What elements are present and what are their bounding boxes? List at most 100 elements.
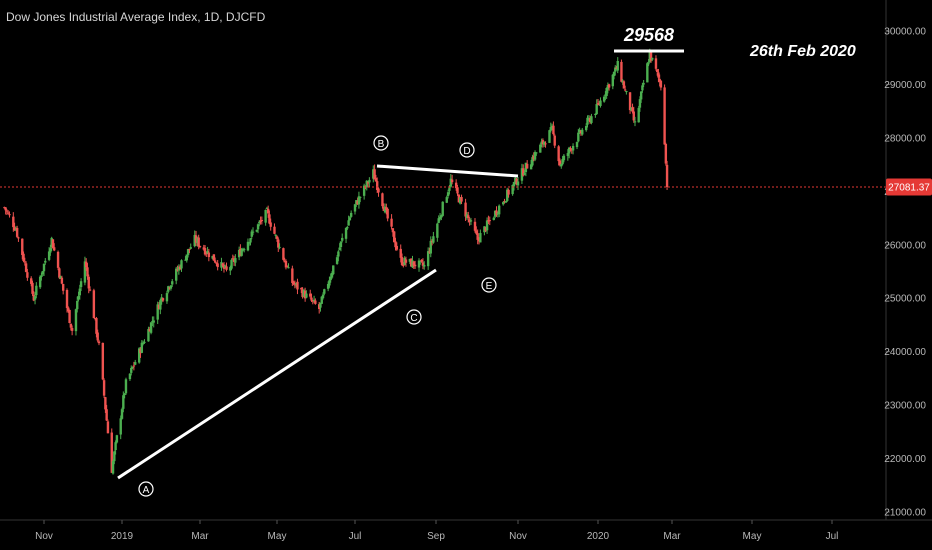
candle-body: [465, 214, 469, 219]
candle-body: [428, 251, 431, 253]
candle-body: [586, 117, 589, 125]
candle-body: [638, 99, 642, 108]
candle-body: [438, 217, 442, 220]
candle-body: [151, 321, 154, 323]
candle-body: [400, 257, 404, 266]
candle-body: [312, 299, 316, 301]
candle-body: [366, 182, 370, 184]
candle-body: [611, 74, 614, 87]
wave-label-e: E: [481, 277, 497, 293]
candle-body: [605, 87, 608, 97]
candle-body: [649, 51, 653, 61]
candle-body: [602, 96, 606, 102]
candle-body: [523, 173, 526, 175]
candle-body: [533, 151, 537, 160]
candle-body: [535, 152, 538, 154]
candle-body: [409, 258, 413, 267]
candle-body: [68, 309, 71, 323]
candle-body: [332, 265, 335, 275]
candle-body: [41, 271, 44, 275]
candle-body: [658, 78, 661, 82]
candle-body: [514, 177, 517, 184]
svg-text:E: E: [486, 281, 493, 292]
candle-body: [169, 285, 173, 289]
candle-body: [273, 226, 276, 234]
candle-body: [665, 164, 669, 187]
price-axis[interactable]: 21000.00 22000.00 23000.00 24000.00 25000.00…: [884, 27, 926, 519]
candle-body: [23, 261, 27, 263]
trendline-a-c: [117, 268, 437, 480]
candle-body: [502, 202, 505, 205]
candle-body: [391, 228, 395, 233]
candle-body: [321, 294, 325, 299]
candle-body: [659, 80, 663, 88]
candle-body: [283, 260, 286, 263]
candle-body: [411, 260, 414, 268]
candle-body: [77, 295, 80, 300]
candle-body: [105, 409, 108, 421]
candle-body: [198, 246, 202, 248]
time-axis[interactable]: Nov 2019 Mar May Jul Sep Nov 2020 Mar May Jul: [35, 520, 838, 542]
candle-body: [111, 461, 115, 474]
wave-label-b: B: [373, 135, 389, 151]
candle-body: [423, 264, 426, 267]
candle-body: [437, 218, 440, 223]
candle-body: [457, 194, 461, 203]
candle-body: [30, 278, 33, 284]
candle-body: [639, 91, 643, 100]
candle-body: [511, 184, 514, 195]
candle-body: [475, 230, 478, 234]
candle-body: [102, 380, 106, 396]
candle-body: [60, 277, 64, 284]
price-tick-label: 26000.00: [884, 240, 926, 251]
candle-body: [265, 208, 269, 210]
candle-body: [646, 63, 649, 83]
candle-body: [76, 300, 79, 310]
candle-body: [663, 87, 666, 145]
candle-body: [507, 189, 510, 195]
candle-body: [15, 227, 19, 237]
price-tick-label: 25000.00: [884, 294, 926, 305]
candle-body: [448, 187, 451, 191]
candle-body: [353, 204, 357, 212]
candle-body: [215, 262, 218, 264]
time-tick-label: Nov: [509, 531, 527, 542]
candle-body: [241, 248, 245, 251]
candle-body: [171, 281, 174, 285]
candle-body: [346, 226, 349, 229]
candle-body: [287, 267, 290, 269]
current-price-tag: 27081.37: [886, 178, 932, 196]
candle-body: [268, 214, 271, 224]
candle-body: [596, 103, 600, 105]
candle-body: [338, 247, 341, 250]
candle-body: [87, 276, 90, 289]
candle-body: [421, 262, 425, 266]
candle-body: [148, 329, 151, 332]
candle-body: [220, 262, 223, 268]
candle-body: [303, 290, 307, 299]
wave-label-d: D: [459, 142, 475, 158]
wave-label-c: C: [406, 309, 422, 325]
time-tick-label: May: [268, 531, 287, 542]
candle-body: [483, 226, 486, 233]
candle-body: [339, 241, 343, 247]
candle-body: [212, 254, 216, 261]
candle-body: [249, 238, 252, 243]
candle-body: [441, 201, 444, 216]
candle-body: [515, 178, 518, 185]
candle-body: [598, 103, 601, 105]
candle-body: [615, 67, 618, 70]
candle-body: [561, 159, 564, 165]
candle-body: [12, 216, 15, 228]
candle-body: [577, 132, 580, 142]
candle-body: [476, 233, 479, 240]
candle-body: [47, 251, 51, 260]
candle-body: [246, 241, 250, 251]
candle-body: [38, 276, 42, 288]
candle-body: [317, 304, 321, 310]
time-tick-label: Jul: [349, 531, 362, 542]
date-label: 26th Feb 2020: [749, 43, 856, 60]
candle-body: [657, 72, 660, 78]
candle-body: [203, 248, 207, 255]
